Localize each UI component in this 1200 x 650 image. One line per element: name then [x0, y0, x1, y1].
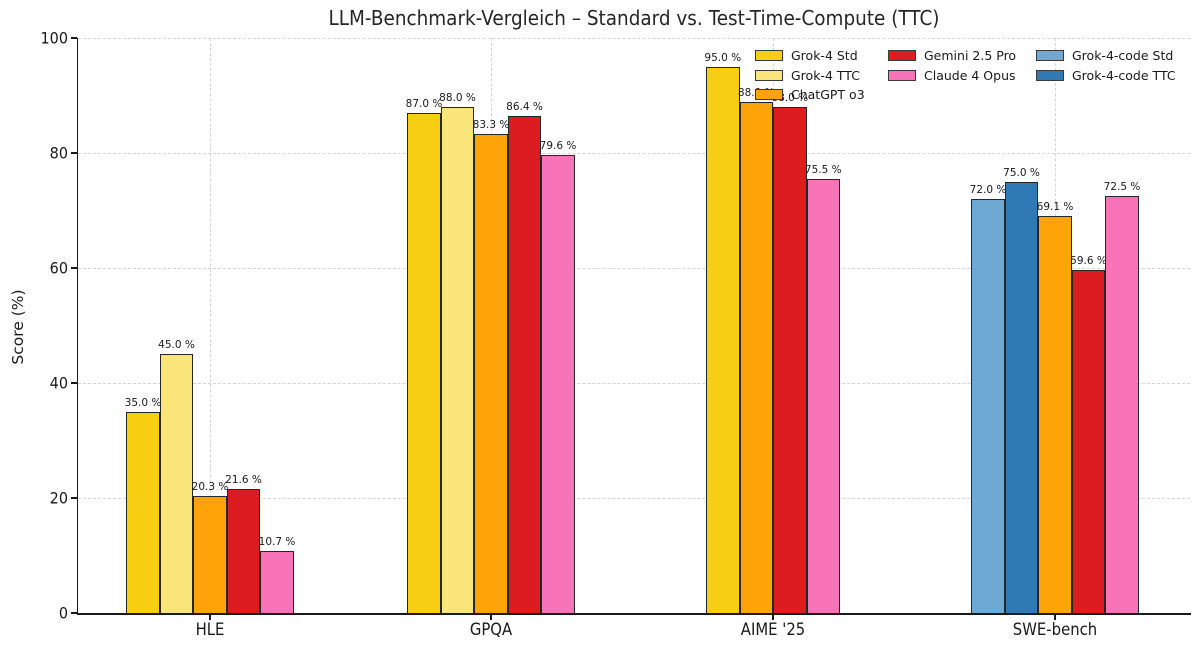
legend-item-grok-4-ttc: Grok-4 TTC [755, 66, 865, 86]
bar-value-label-claude-4-opus-aime-25: 75.5 % [804, 163, 842, 176]
x-tick-label-gpqa: GPQA [469, 620, 513, 639]
y-tick-label-40: 40 [49, 373, 68, 393]
bar-value-label-chatgpt-o3-swe-bench: 69.1 % [1036, 200, 1074, 213]
bar-claude-4-opus-gpqa [541, 155, 575, 613]
bar-value-label-chatgpt-o3-hle: 20.3 % [191, 481, 229, 494]
bar-claude-4-opus-aime-25 [806, 178, 840, 613]
bar-chatgpt-o3-aime-25 [739, 101, 773, 613]
bar-chatgpt-o3-hle [193, 496, 227, 613]
legend-column-2: Gemini 2.5 Pro Claude 4 Opus [888, 46, 1016, 85]
legend-swatch-grok-4-code-std [1036, 50, 1064, 62]
bar-value-label-grok-4-code-ttc-swe-bench: 75.0 % [1003, 166, 1040, 179]
legend-item-chatgpt-o3: ChatGPT o3 [755, 85, 865, 105]
bar-value-label-gemini-2-5-pro-swe-bench: 59.6 % [1070, 255, 1107, 268]
bar-grok-4-code-std-swe-bench [971, 199, 1005, 613]
y-axis-spine [76, 38, 79, 614]
bar-chatgpt-o3-swe-bench [1038, 215, 1072, 613]
legend-item-grok-4-std: Grok-4 Std [755, 46, 865, 66]
bar-value-label-gemini-2-5-pro-hle: 21.6 % [225, 473, 262, 486]
bar-value-label-claude-4-opus-hle: 10.7 % [258, 536, 296, 549]
legend-item-gemini-2-5-pro: Gemini 2.5 Pro [888, 46, 1016, 66]
bar-claude-4-opus-hle [260, 551, 294, 613]
y-tick-mark-0 [71, 612, 77, 614]
bar-grok-4-std-gpqa [407, 112, 441, 613]
y-tick-mark-100 [71, 37, 77, 39]
bar-gemini-2-5-pro-gpqa [507, 116, 542, 613]
gridline-horizontal-100 [78, 38, 1190, 39]
y-tick-label-0: 0 [58, 603, 68, 623]
gridline-horizontal-60 [78, 268, 1190, 269]
bar-value-label-gemini-2-5-pro-gpqa: 86.4 % [506, 101, 543, 114]
y-tick-label-80: 80 [49, 143, 68, 163]
legend-item-grok-4-code-std: Grok-4-code Std [1036, 46, 1176, 66]
x-tick-mark-gpqa [490, 614, 492, 620]
legend-swatch-grok-4-std [755, 50, 783, 62]
gridline-horizontal-20 [78, 498, 1190, 499]
x-tick-mark-hle [209, 614, 211, 620]
y-axis-title: Score (%) [9, 289, 27, 365]
legend-column-3: Grok-4-code Std Grok-4-code TTC [1036, 46, 1176, 85]
bar-value-label-grok-4-ttc-hle: 45.0 % [158, 339, 195, 352]
bar-gemini-2-5-pro-hle [226, 488, 261, 613]
legend-item-grok-4-code-ttc: Grok-4-code TTC [1036, 66, 1176, 86]
x-tick-mark-aime-25 [772, 614, 774, 620]
legend-label-grok-4-ttc: Grok-4 TTC [791, 67, 860, 83]
bar-grok-4-std-aime-25 [706, 66, 740, 613]
plot-area: 35.0 % 45.0 % 20.3 % 21.6 % 10.7 % 87.0 % 88.0… [78, 38, 1190, 613]
x-tick-label-aime-25: AIME '25 [740, 620, 806, 639]
legend-swatch-chatgpt-o3 [755, 89, 783, 101]
legend-column-1: Grok-4 Std Grok-4 TTC ChatGPT o3 [755, 46, 865, 105]
legend-item-claude-4-opus: Claude 4 Opus [888, 66, 1016, 86]
legend-label-grok-4-code-ttc: Grok-4-code TTC [1072, 67, 1176, 83]
bar-value-label-grok-4-std-hle: 35.0 % [124, 396, 162, 409]
bar-value-label-grok-4-code-std-swe-bench: 72.0 % [969, 184, 1007, 196]
legend-label-grok-4-std: Grok-4 Std [791, 48, 858, 64]
bar-chatgpt-o3-gpqa [474, 134, 508, 613]
bar-value-label-grok-4-std-gpqa: 87.0 % [405, 97, 443, 110]
legend-swatch-grok-4-code-ttc [1036, 69, 1064, 81]
gridline-horizontal-40 [78, 383, 1190, 384]
legend-label-claude-4-opus: Claude 4 Opus [924, 67, 1016, 83]
bar-value-label-claude-4-opus-gpqa: 79.6 % [539, 140, 577, 153]
bar-gemini-2-5-pro-swe-bench [1071, 270, 1106, 613]
bar-value-label-grok-4-std-aime-25: 95.0 % [704, 51, 742, 64]
bar-grok-4-ttc-hle [159, 354, 194, 613]
y-tick-mark-40 [71, 382, 77, 384]
bar-value-label-claude-4-opus-swe-bench: 72.5 % [1103, 181, 1141, 194]
bar-gemini-2-5-pro-aime-25 [773, 107, 807, 613]
x-tick-label-swe-bench: SWE-bench [1012, 620, 1098, 639]
x-tick-label-hle: HLE [195, 620, 225, 639]
bar-grok-4-std-hle [126, 411, 160, 613]
legend-label-gemini-2-5-pro: Gemini 2.5 Pro [924, 48, 1017, 64]
y-tick-mark-80 [71, 152, 77, 154]
chart-title: LLM-Benchmark-Vergleich – Standard vs. T… [328, 6, 940, 30]
gridline-vertical-hle [210, 38, 211, 613]
y-tick-label-20: 20 [49, 488, 68, 508]
legend-swatch-gemini-2-5-pro [888, 50, 916, 62]
bar-value-label-chatgpt-o3-gpqa: 83.3 % [472, 119, 510, 132]
x-axis-spine [76, 613, 1191, 615]
bar-grok-4-code-ttc-swe-bench [1004, 181, 1039, 613]
legend-swatch-claude-4-opus [888, 69, 916, 81]
gridline-horizontal-80 [78, 153, 1190, 154]
bar-value-label-grok-4-ttc-gpqa: 88.0 % [439, 92, 476, 104]
bar-claude-4-opus-swe-bench [1105, 196, 1139, 613]
x-tick-mark-swe-bench [1054, 614, 1056, 620]
legend-label-chatgpt-o3: ChatGPT o3 [791, 87, 865, 103]
y-tick-mark-60 [71, 267, 77, 269]
y-tick-label-100: 100 [40, 28, 68, 48]
y-tick-label-60: 60 [49, 258, 68, 278]
y-tick-mark-20 [71, 497, 77, 499]
legend-swatch-grok-4-ttc [755, 69, 783, 81]
legend-label-grok-4-code-std: Grok-4-code Std [1072, 48, 1174, 64]
bar-grok-4-ttc-gpqa [440, 107, 475, 613]
